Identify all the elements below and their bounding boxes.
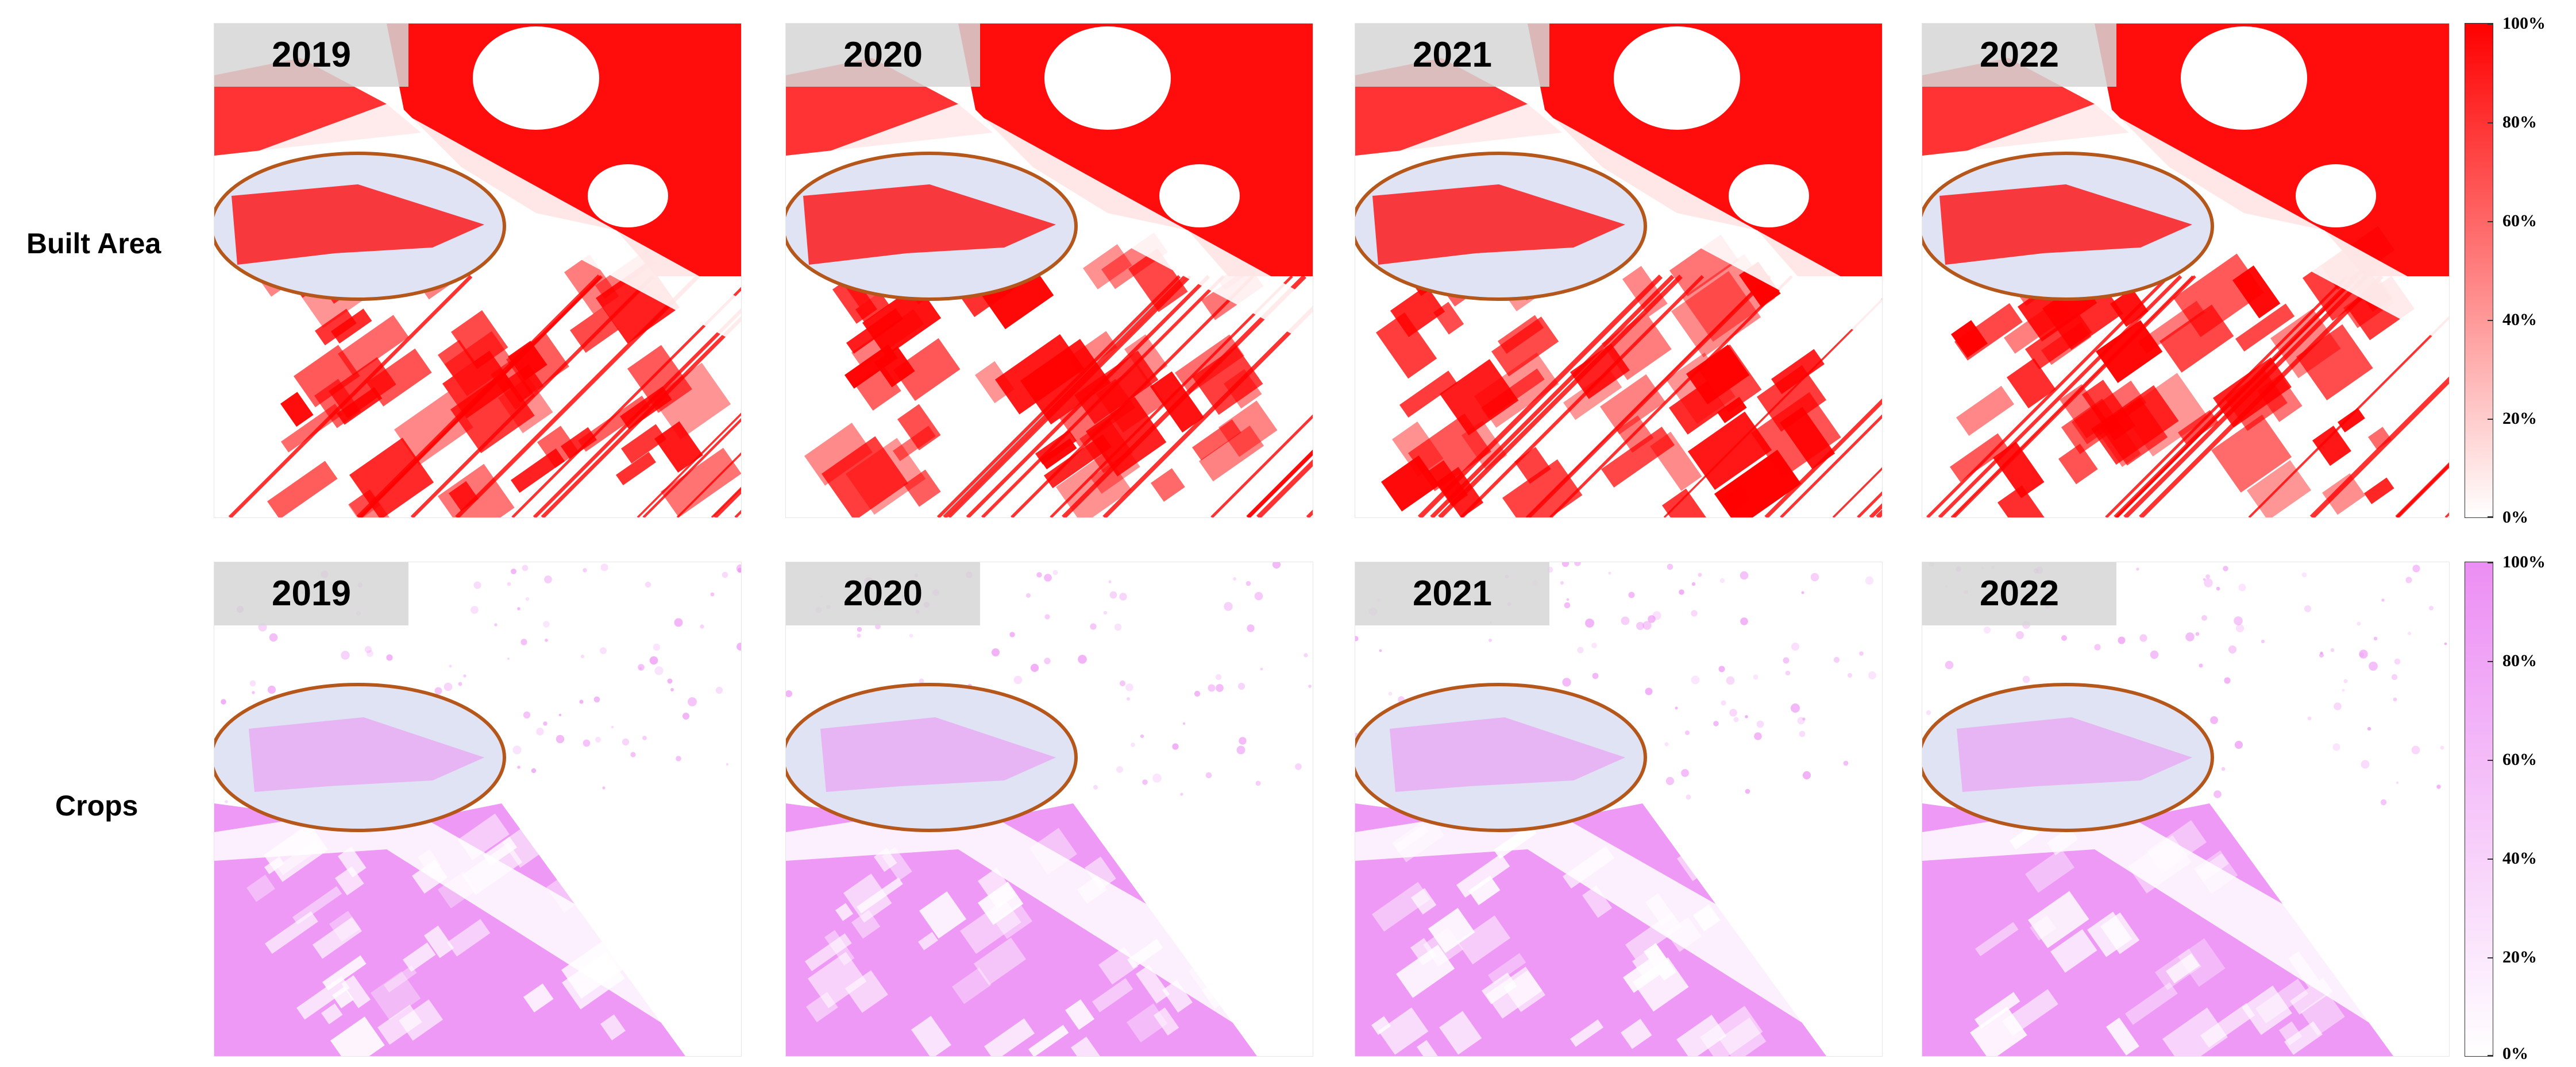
colorbar-tick-label: 80%	[2502, 113, 2537, 132]
colorbar-tick-label: 60%	[2502, 211, 2537, 230]
colorbar-tick-mark	[2488, 760, 2493, 761]
island-shape	[1939, 184, 2192, 265]
crops-map-2021: 2021	[1355, 562, 1883, 1057]
built-area-map-2019: 2019	[214, 23, 742, 518]
colorbar-tick-label: 100%	[2502, 14, 2546, 33]
colorbar-tick-label: 80%	[2502, 651, 2537, 670]
built-area-map-image	[214, 24, 741, 517]
row-label-crops: Crops	[55, 790, 138, 822]
colorbar-tick-mark	[2488, 122, 2493, 123]
island-shape	[232, 184, 484, 265]
year-label: 2020	[786, 24, 980, 87]
island-shape	[1390, 717, 1625, 792]
row-label-built-area: Built Area	[26, 227, 161, 260]
built-area-map-image	[1355, 24, 1882, 517]
built-area-map-image	[1922, 24, 2449, 517]
colorbar-tick-mark	[2488, 562, 2493, 563]
colorbar-tick-mark	[2488, 661, 2493, 662]
crops-map-2022: 2022	[1922, 562, 2450, 1057]
island-shape	[803, 184, 1056, 265]
year-label: 2019	[214, 562, 408, 625]
crops-texture	[214, 563, 741, 1056]
colorbar-tick-label: 0%	[2502, 508, 2528, 527]
built-area-colorbar	[2465, 23, 2493, 518]
colorbar-tick-label: 20%	[2502, 948, 2537, 967]
crops-map-image	[214, 563, 741, 1056]
crops-texture	[786, 562, 1313, 1056]
colorbar-tick-mark	[2488, 221, 2493, 222]
crops-texture	[1355, 562, 1882, 1056]
built-area-map-image	[786, 24, 1313, 517]
year-label: 2020	[786, 562, 980, 625]
colorbar-tick-mark	[2488, 419, 2493, 420]
colorbar-tick-mark	[2488, 957, 2493, 958]
island-shape	[1372, 184, 1625, 265]
crops-map-2020: 2020	[785, 562, 1313, 1057]
built-area-map-2022: 2022	[1922, 23, 2450, 518]
year-label: 2019	[214, 24, 408, 87]
colorbar-tick-mark	[2488, 516, 2493, 517]
colorbar-tick-label: 40%	[2502, 849, 2537, 868]
year-label: 2021	[1355, 562, 1549, 625]
colorbar-tick-label: 20%	[2502, 409, 2537, 428]
built-area-map-2020: 2020	[785, 23, 1313, 518]
built-area-map-2021: 2021	[1355, 23, 1883, 518]
colorbar-tick-label: 40%	[2502, 310, 2537, 329]
colorbar-tick-label: 100%	[2502, 552, 2546, 571]
island-shape	[820, 717, 1056, 792]
year-label: 2021	[1355, 24, 1549, 87]
crops-texture	[1922, 562, 2449, 1056]
colorbar-tick-mark	[2488, 1055, 2493, 1056]
crops-map-image	[1355, 562, 1882, 1056]
island-shape	[249, 717, 484, 792]
crops-map-image	[1922, 562, 2449, 1056]
colorbar-tick-mark	[2488, 859, 2493, 860]
colorbar-tick-mark	[2488, 320, 2493, 321]
colorbar-tick-label: 0%	[2502, 1044, 2528, 1063]
crops-map-2019: 2019	[214, 562, 742, 1057]
crops-map-image	[786, 562, 1313, 1056]
colorbar-tick-label: 60%	[2502, 750, 2537, 769]
island-shape	[1957, 717, 2192, 792]
colorbar-tick-mark	[2488, 24, 2493, 25]
year-label: 2022	[1922, 562, 2116, 625]
crops-colorbar	[2465, 562, 2493, 1057]
year-label: 2022	[1922, 24, 2116, 87]
